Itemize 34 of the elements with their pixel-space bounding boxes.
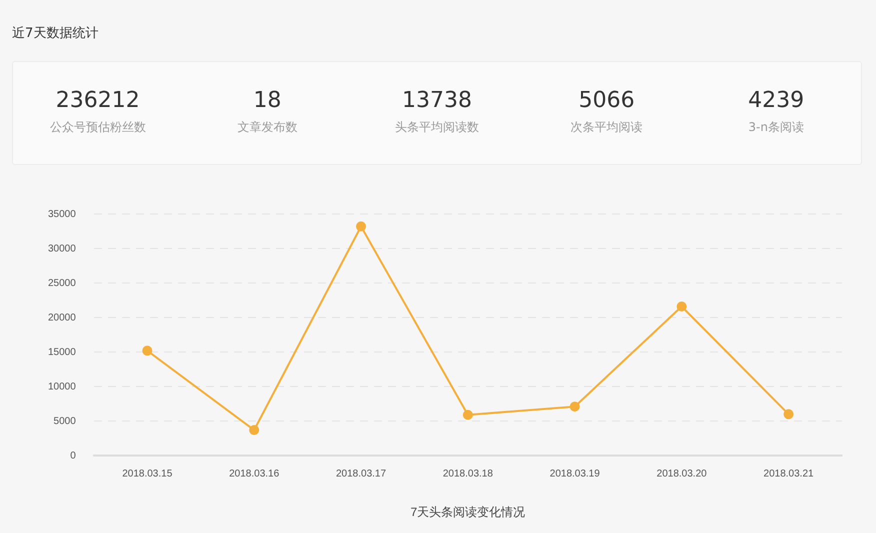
y-tick-label: 0	[70, 450, 76, 462]
x-tick-label: 2018.03.21	[764, 468, 814, 480]
y-tick-label: 10000	[48, 381, 76, 392]
point	[570, 402, 580, 412]
y-tick-label: 30000	[48, 243, 76, 254]
category-label: 公众号预估粉丝数	[48, 119, 147, 136]
x-tick-label: 2018.03.18	[442, 468, 494, 480]
y-tick-label: 5000	[54, 416, 76, 427]
data-label: 236212	[54, 88, 141, 113]
data-label: 18	[252, 88, 282, 113]
x-tick-label: 2018.03.16	[229, 468, 280, 480]
data-label: 13738	[400, 88, 473, 113]
category-label: 3-n条阅读	[747, 119, 805, 136]
x-axis-title: 7天头条阅读变化情况	[410, 505, 526, 520]
x-tick-label: 2018.03.20	[656, 468, 708, 480]
y-tick-label: 15000	[48, 346, 76, 358]
point	[142, 346, 152, 356]
data-label: 4239	[747, 88, 806, 113]
point	[462, 410, 473, 420]
x-tick-label: 2018.03.19	[550, 468, 600, 480]
point	[784, 409, 794, 420]
point	[249, 425, 260, 436]
text: 近7天数据统计	[12, 25, 98, 42]
x-tick-label: 2018.03.17	[336, 468, 386, 480]
point	[356, 221, 366, 232]
category-label: 文章发布数	[236, 119, 298, 136]
point	[676, 302, 687, 312]
data-label: 5066	[578, 88, 636, 113]
y-tick-label: 25000	[48, 278, 76, 289]
category-label: 次条平均阅读	[570, 119, 644, 136]
category-label: 头条平均阅读数	[394, 119, 480, 136]
y-tick-label: 20000	[48, 312, 76, 324]
x-tick-label: 2018.03.15	[122, 468, 173, 480]
y-tick-label: 35000	[48, 208, 76, 220]
